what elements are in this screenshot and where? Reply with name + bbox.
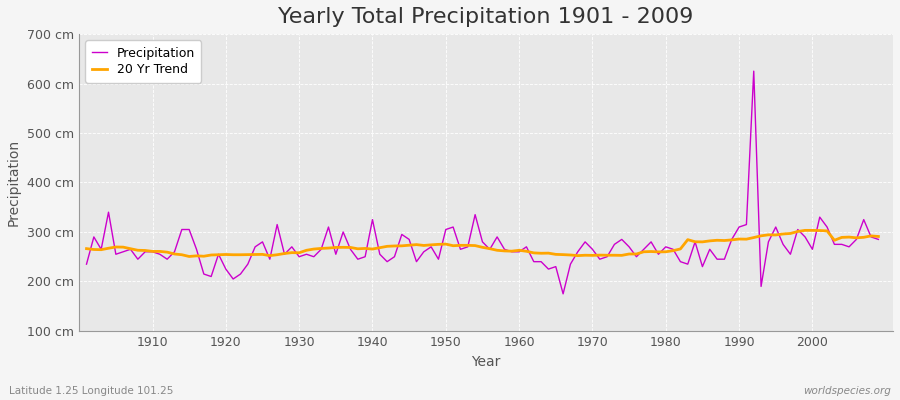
Y-axis label: Precipitation: Precipitation [7,139,21,226]
20 Yr Trend [521,249,532,254]
20 Yr Trend [184,254,194,259]
Text: worldspecies.org: worldspecies.org [803,386,891,396]
20 Yr Trend [609,253,620,258]
Precipitation [514,249,525,254]
Line: Precipitation: Precipitation [86,71,878,294]
Precipitation [873,237,884,242]
Title: Yearly Total Precipitation 1901 - 2009: Yearly Total Precipitation 1901 - 2009 [278,7,694,27]
Precipitation [507,249,517,254]
Precipitation [345,247,356,252]
Precipitation [140,249,150,254]
20 Yr Trend [81,246,92,251]
20 Yr Trend [800,228,811,233]
Legend: Precipitation, 20 Yr Trend: Precipitation, 20 Yr Trend [86,40,202,82]
20 Yr Trend [514,248,525,253]
20 Yr Trend [353,246,364,251]
20 Yr Trend [309,247,320,252]
Line: 20 Yr Trend: 20 Yr Trend [86,230,878,256]
Precipitation [748,69,759,74]
Text: Latitude 1.25 Longitude 101.25: Latitude 1.25 Longitude 101.25 [9,386,174,396]
Precipitation [609,242,620,247]
20 Yr Trend [140,248,150,253]
Precipitation [81,262,92,266]
X-axis label: Year: Year [472,355,500,369]
Precipitation [558,292,569,296]
Precipitation [302,252,312,257]
20 Yr Trend [873,234,884,239]
